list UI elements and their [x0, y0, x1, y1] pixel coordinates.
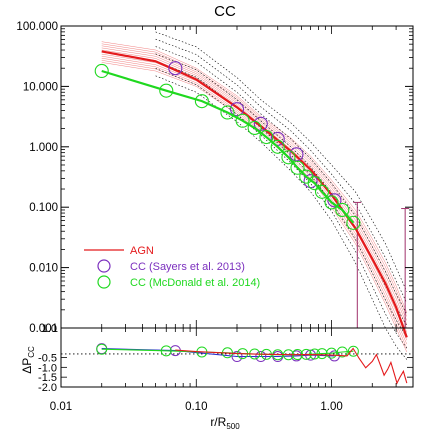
residual-y-tick-label: -1.5 — [38, 372, 57, 384]
residual-y-tick-label: -2.0 — [38, 382, 57, 394]
simulation-profile-line — [101, 41, 408, 313]
y-tick-label: 100.000 — [16, 21, 58, 33]
simulation-profile-line — [101, 49, 408, 329]
x-tick-label: 1.00 — [320, 401, 342, 413]
residual-line-1 — [101, 348, 354, 356]
series-marker-2 — [247, 120, 262, 136]
residual-plot-frame — [60, 327, 414, 388]
legend-entry-label: CC (McDonald et al. 2014) — [130, 277, 260, 289]
simulation-profile-line — [101, 47, 408, 325]
residual-marker-1 — [160, 345, 172, 357]
y-tick-label: 0.100 — [29, 202, 58, 214]
simulation-profile-line — [101, 55, 408, 341]
residual-marker-1 — [96, 343, 108, 355]
simulation-profile-line — [101, 60, 408, 349]
legend-marker-symbol — [97, 275, 111, 289]
residual-marker-1 — [309, 348, 321, 360]
y-tick-label: 0.010 — [29, 263, 58, 275]
residual-y-tick-label: -1.0 — [38, 362, 57, 374]
series-marker-1 — [327, 193, 342, 208]
series-marker-2 — [335, 202, 350, 218]
residual-marker-1 — [347, 345, 359, 357]
residual-y-tick-label: -0.5 — [38, 353, 57, 365]
simulation-profile-line — [101, 62, 408, 353]
x-tick-label: 0.10 — [185, 401, 207, 413]
series-line-0 — [101, 50, 408, 338]
residual-line-2 — [175, 347, 408, 385]
dotted-envelope-line — [155, 60, 408, 338]
series-marker-2 — [220, 105, 235, 120]
series-marker-1 — [168, 61, 183, 76]
bottom-panel: 1.0 -0.5-1.0-1.5-2.0 0.01 0.10 1.00 — [38, 323, 414, 413]
series-marker-2 — [159, 83, 174, 98]
chart-title: CC — [214, 3, 236, 20]
dotted-envelope-line — [155, 46, 408, 315]
series-marker-2 — [194, 94, 209, 109]
series-marker-2 — [270, 139, 285, 154]
series-marker-2 — [314, 184, 330, 199]
series-line-2 — [101, 69, 355, 224]
x-axis-label: r/R500 — [210, 415, 240, 431]
legend-entry-label: CC (Sayers et al. 2013) — [130, 261, 245, 273]
residual-marker-1 — [336, 346, 348, 358]
residual-marker-0 — [255, 351, 267, 363]
series-marker-2 — [324, 195, 339, 210]
series-marker-2 — [307, 176, 322, 191]
residual-y-tick-label: 1.0 — [42, 323, 57, 335]
series-marker-2 — [235, 113, 250, 128]
y-tick-label: 10.000 — [23, 81, 58, 93]
series-marker-2 — [259, 130, 274, 145]
dotted-envelope-line — [155, 53, 408, 326]
y-tick-label: 1.000 — [29, 142, 58, 154]
residual-marker-1 — [326, 347, 338, 359]
simulation-profile-line — [101, 57, 408, 345]
dotted-envelope-line — [155, 68, 408, 349]
y-tick-label: 0.001 — [29, 323, 58, 335]
series-marker-2 — [346, 215, 361, 230]
series-marker-2 — [281, 150, 296, 165]
legend-marker-symbol — [97, 259, 111, 273]
residual-marker-0 — [231, 351, 243, 363]
dotted-envelope-line — [155, 31, 408, 292]
series-marker-1 — [229, 102, 245, 117]
top-panel: 100.000 10.000 1.000 0.100 0.010 0.001 AGN CC (… — [16, 21, 414, 360]
series-marker-2 — [94, 63, 109, 79]
simulation-profile-line — [101, 53, 408, 337]
simulation-profile-line — [101, 51, 408, 333]
x-tick-label: 0.01 — [50, 401, 72, 413]
legend-entry-label: AGN — [130, 245, 154, 257]
dotted-envelope-line — [155, 75, 408, 360]
series-marker-2 — [290, 160, 305, 175]
residual-y-axis-label: ΔPCC — [20, 346, 36, 374]
simulation-profile-line — [101, 45, 408, 321]
